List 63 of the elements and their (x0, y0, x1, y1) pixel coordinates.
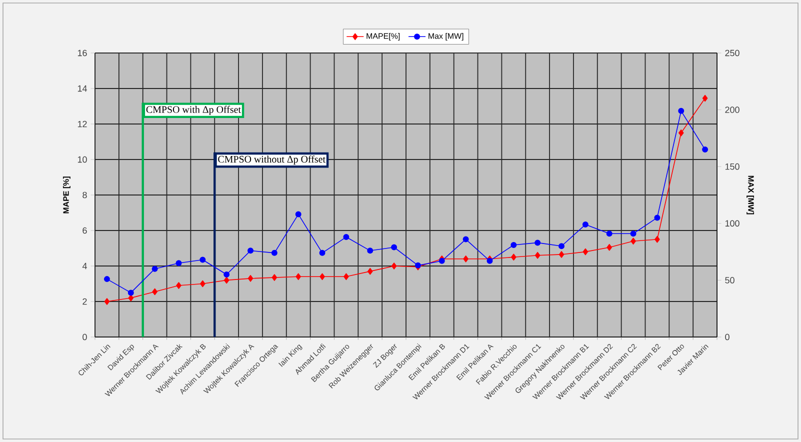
point (319, 250, 326, 256)
y2-tick-label: 150 (725, 163, 740, 170)
point (678, 108, 684, 114)
point (367, 268, 373, 275)
point (462, 236, 469, 242)
point (272, 274, 278, 281)
point (534, 240, 541, 246)
point (295, 211, 302, 218)
y2-tick-label: 250 (725, 50, 740, 56)
point (128, 290, 134, 296)
point (248, 248, 254, 254)
y-tick-label: 16 (78, 50, 87, 56)
point (463, 256, 468, 262)
point (104, 298, 110, 305)
point (582, 222, 588, 228)
point (367, 248, 374, 254)
point (224, 276, 230, 284)
point (200, 280, 206, 288)
point (104, 276, 110, 282)
point (320, 273, 325, 280)
point (510, 242, 517, 248)
point (678, 129, 684, 136)
point (271, 250, 278, 256)
point (654, 214, 660, 221)
point (558, 251, 564, 258)
point (296, 273, 301, 280)
point (152, 266, 158, 272)
point (391, 244, 398, 250)
ref-line-label: CMPSO with Δp Offset (146, 106, 241, 115)
point (176, 260, 182, 266)
point (654, 236, 660, 243)
point (558, 243, 565, 250)
y2-tick-label: 0 (725, 334, 730, 340)
point (200, 256, 206, 263)
y-tick-label: 10 (78, 156, 87, 163)
y-tick-label: 14 (78, 85, 87, 92)
point (606, 230, 612, 237)
point (224, 272, 230, 278)
y-tick-label: 0 (82, 334, 87, 340)
point (344, 273, 349, 280)
y2-tick-label: 50 (725, 277, 734, 284)
y-tick-label: 2 (82, 298, 87, 305)
point (582, 248, 588, 256)
point (391, 262, 397, 270)
ref-line-label: CMPSO without Δp Offset (218, 155, 326, 165)
point (630, 230, 636, 237)
point (606, 244, 612, 251)
point (534, 252, 540, 259)
y-tick-label: 12 (78, 120, 87, 128)
point (128, 294, 134, 302)
point (511, 254, 516, 261)
y-tick-label: 6 (82, 227, 87, 234)
point (702, 94, 708, 102)
point (343, 234, 350, 240)
y2-tick-label: 200 (725, 106, 740, 113)
point (702, 146, 708, 153)
point (248, 275, 254, 282)
y2-tick-label: 100 (725, 220, 740, 227)
point (630, 238, 636, 245)
y-tick-label: 4 (82, 262, 87, 270)
point (176, 282, 182, 289)
point (152, 288, 158, 296)
y-tick-label: 8 (82, 192, 87, 198)
